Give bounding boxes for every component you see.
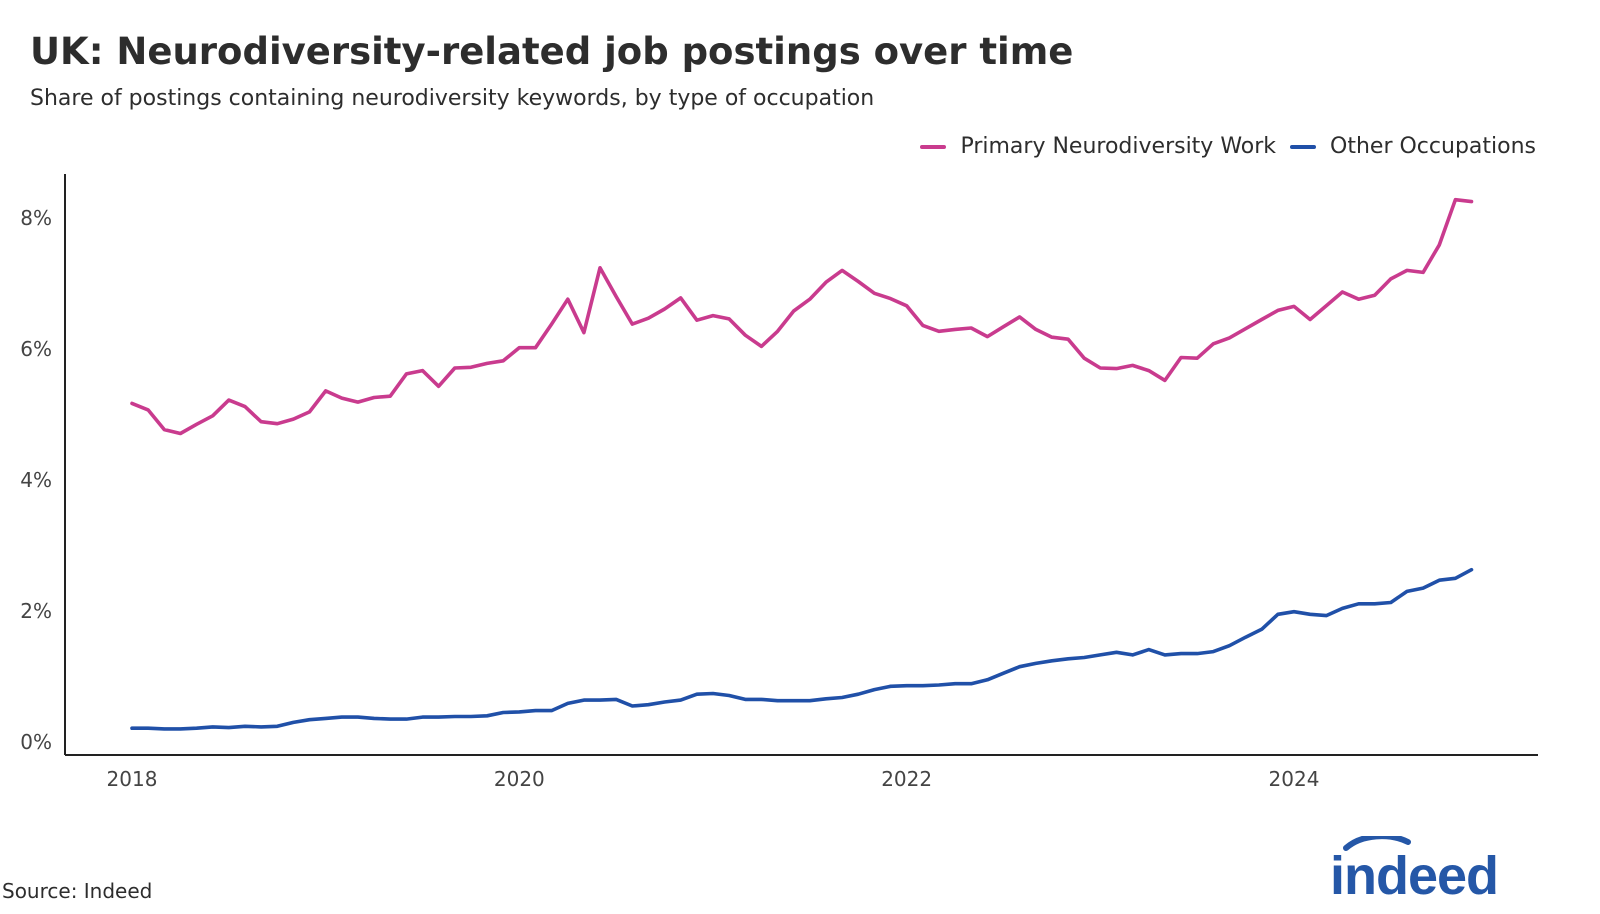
y-tick-label: 6% bbox=[20, 337, 52, 361]
y-tick-label: 2% bbox=[20, 599, 52, 623]
indeed-logo: indeed bbox=[1330, 836, 1499, 900]
legend-swatch-other bbox=[1290, 144, 1317, 149]
y-tick-label: 8% bbox=[20, 206, 52, 230]
legend-label-primary: Primary Neurodiversity Work bbox=[960, 134, 1277, 159]
legend-item-other: Other Occupations bbox=[1290, 134, 1536, 159]
source-note: Source: Indeed bbox=[2, 879, 153, 903]
legend-label-other: Other Occupations bbox=[1330, 134, 1536, 159]
legend-swatch-primary bbox=[920, 144, 947, 149]
legend: Primary Neurodiversity Work Other Occupa… bbox=[906, 134, 1536, 159]
y-tick-label: 4% bbox=[20, 468, 52, 492]
x-tick-label: 2022 bbox=[881, 767, 932, 791]
y-axis: 0% 2% 4% 6% 8% bbox=[20, 174, 66, 755]
logo-wordmark: indeed bbox=[1330, 846, 1498, 900]
x-axis: 2018 2020 2022 2024 bbox=[65, 754, 1538, 791]
series-line-primary-neurodiversity-work bbox=[130, 197, 1474, 436]
x-tick-label: 2024 bbox=[1269, 767, 1320, 791]
chart-title: UK: Neurodiversity-related job postings … bbox=[30, 30, 1074, 73]
logo-swoosh-icon bbox=[1343, 836, 1411, 851]
y-tick-label: 0% bbox=[20, 730, 52, 754]
chart-subtitle: Share of postings containing neurodivers… bbox=[30, 86, 875, 111]
series-line-other-occupations bbox=[130, 567, 1474, 731]
series-lines bbox=[130, 197, 1474, 731]
legend-item-primary: Primary Neurodiversity Work bbox=[920, 134, 1276, 159]
x-tick-label: 2020 bbox=[494, 767, 545, 791]
x-tick-label: 2018 bbox=[107, 767, 158, 791]
